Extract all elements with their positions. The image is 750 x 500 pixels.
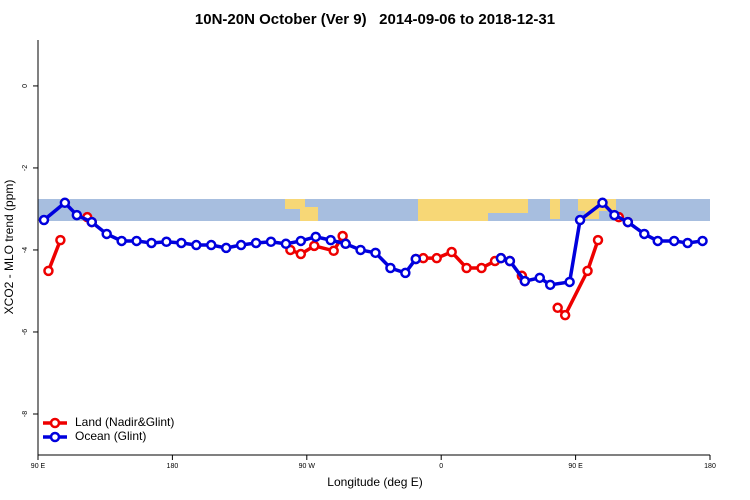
point [38,214,50,226]
point [476,262,487,274]
point [340,238,351,250]
point [446,246,457,258]
point [59,197,71,209]
point [310,231,322,243]
map-strip [38,199,710,221]
point [461,262,472,274]
series-line [46,215,629,319]
point [191,239,202,251]
point [328,245,339,257]
y-tick-label: -2 [22,165,29,171]
x-tick-label: 90 E [31,463,46,470]
point [71,209,83,221]
point [385,262,396,274]
point [564,276,575,288]
land-patch [550,199,560,219]
point [235,239,247,251]
ocean-band [38,199,710,221]
legend-marker [49,431,61,443]
point [86,216,98,228]
point [220,242,232,254]
point [116,235,127,247]
legend-marker [49,417,61,429]
point [652,235,663,247]
point [370,247,381,259]
point [250,237,262,249]
point [325,234,336,246]
land-patch [488,199,528,213]
point [410,253,422,265]
point [400,267,411,279]
point [131,235,142,247]
point [295,235,307,247]
point [265,236,277,248]
land-patch [418,199,488,221]
point [574,214,586,226]
point [534,272,546,284]
point [176,237,187,249]
point [668,235,680,247]
point [161,236,172,248]
chart-title: 10N-20N October (Ver 9) 2014-09-06 to 20… [195,11,555,28]
point [146,237,157,249]
legend-label: Ocean (Glint) [75,429,146,443]
y-tick-label: -8 [22,411,29,417]
x-tick-label: 180 [704,463,716,470]
land-patch [585,211,599,219]
legend-label: Land (Nadir&Glint) [75,415,174,429]
x-tick-label: 90 W [299,463,316,470]
point [55,234,66,246]
point [355,244,366,256]
point [101,228,112,240]
point [622,216,634,228]
point [552,302,563,314]
y-axis-label: XCO2 - MLO trend (ppm) [2,180,16,315]
point [609,209,620,221]
point [43,265,54,277]
x-tick-label: 90 E [568,463,583,470]
point [280,238,292,250]
x-tick-label: 180 [167,463,179,470]
land-patch [300,207,318,221]
land-patch [285,199,305,209]
point [682,237,693,249]
point [309,240,320,252]
point [697,235,708,247]
x-tick-label: 0 [439,463,443,470]
point [431,252,442,264]
point [504,255,516,267]
point [495,252,507,264]
point [295,248,307,260]
point [205,239,217,251]
point [544,279,556,291]
point [519,275,531,287]
x-axis-label: Longitude (deg E) [327,475,422,489]
point [559,309,571,321]
y-tick-label: -6 [22,329,29,335]
point [639,228,650,240]
y-tick-label: -4 [22,247,29,253]
y-tick-label: 0 [22,84,29,88]
point [592,234,604,246]
point [582,265,593,277]
point [597,197,608,209]
